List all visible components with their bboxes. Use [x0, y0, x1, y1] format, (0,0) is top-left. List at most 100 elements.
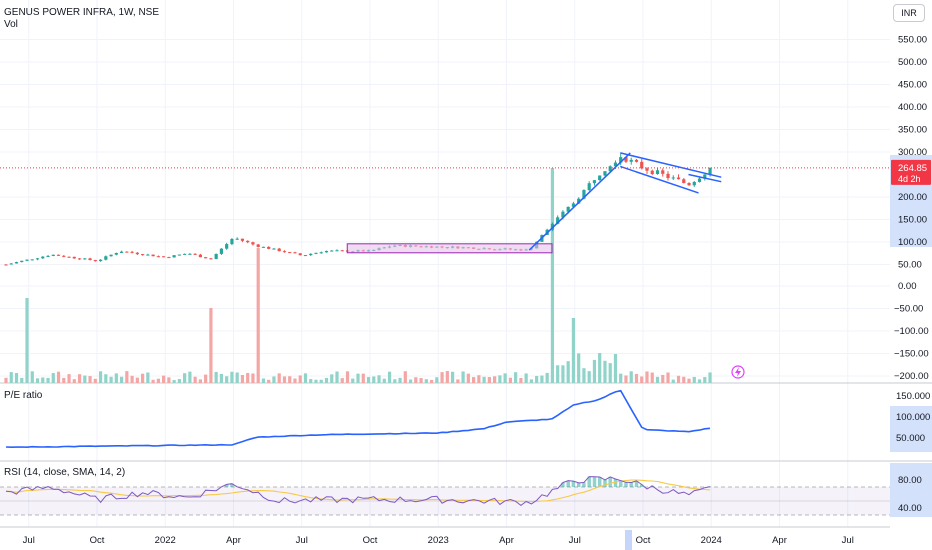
candle-body	[608, 166, 612, 172]
candle-body	[114, 252, 118, 255]
volume-axis-label: −100.00	[894, 326, 929, 337]
volume-bar	[645, 371, 649, 383]
volume-bar	[25, 298, 29, 383]
trendline[interactable]	[620, 152, 722, 178]
volume-bar	[571, 318, 576, 383]
volume-bar	[77, 374, 82, 383]
volume-bar	[624, 375, 628, 383]
time-axis-label: 2024	[701, 535, 722, 546]
price-axis-label: 350.00	[898, 125, 927, 136]
volume-bar	[319, 379, 323, 383]
trendline[interactable]	[688, 173, 722, 183]
price-axis-label: 200.00	[898, 192, 927, 203]
candle-body	[335, 250, 339, 252]
candle-body	[314, 252, 318, 254]
candle-body	[130, 251, 134, 253]
candle-body	[288, 252, 292, 254]
volume-bar	[345, 371, 350, 383]
volume-bar	[261, 378, 266, 383]
time-axis-label: Oct	[363, 535, 378, 546]
grid-lines	[0, 0, 890, 527]
candle-body	[4, 264, 8, 266]
candle-body	[162, 256, 166, 258]
candle-body	[98, 259, 103, 262]
volume-bar	[577, 353, 581, 383]
volume-bar	[472, 377, 476, 383]
volume-bar	[14, 372, 19, 383]
consolidation-range-box	[346, 243, 553, 254]
currency-button[interactable]: INR	[893, 4, 925, 22]
candle-body	[67, 256, 71, 258]
volume-bar	[114, 373, 118, 383]
candle-body	[634, 159, 639, 162]
candle-body	[72, 256, 76, 259]
rsi-legend: RSI (14, close, SMA, 14, 2)	[4, 467, 125, 478]
rsi-band-fill	[0, 487, 890, 515]
trendline[interactable]	[528, 152, 631, 251]
volume-bar	[650, 372, 654, 383]
volume-bar	[251, 373, 255, 383]
candle-body	[156, 256, 160, 258]
candle-body	[77, 258, 82, 260]
price-axis-label: 450.00	[898, 80, 927, 91]
volume-bar	[41, 377, 45, 383]
price-axis-label: 400.00	[898, 102, 927, 113]
time-axis-label: Oct	[90, 535, 105, 546]
candle-body	[682, 179, 686, 183]
candle-body	[93, 260, 97, 262]
trendline[interactable]	[620, 165, 699, 194]
volume-bar	[566, 361, 570, 383]
candle-body	[661, 170, 665, 174]
candle-body	[172, 255, 176, 258]
rsi-pane	[0, 476, 890, 516]
candle-body	[214, 253, 218, 260]
volume-bar	[267, 379, 271, 383]
range-box	[346, 243, 553, 254]
candle-body	[151, 254, 155, 257]
volume-bar	[682, 376, 686, 383]
volume-bar	[634, 373, 639, 383]
candle-body	[88, 258, 92, 261]
volume-bar	[629, 371, 633, 383]
volume-bar	[661, 374, 665, 383]
candle-body	[25, 259, 29, 261]
volume-bar	[83, 375, 87, 383]
volume-bar	[708, 372, 712, 383]
rsi-sma-line	[5, 479, 711, 503]
pe-axis-label: 100.000	[896, 412, 930, 423]
candle-body	[251, 242, 255, 245]
volume-bar	[356, 373, 360, 383]
volume-bar	[204, 374, 208, 383]
volume-bar	[398, 377, 402, 383]
candle-body	[619, 157, 623, 163]
candle-body	[219, 248, 224, 254]
volume-bar	[198, 379, 202, 383]
volume-bar	[277, 373, 281, 383]
volume-bar	[592, 359, 597, 383]
time-axis-label: Oct	[636, 535, 651, 546]
volume-bar	[477, 375, 481, 383]
volume-bar	[666, 372, 670, 383]
volume-bar	[524, 373, 528, 383]
volume-bar	[429, 379, 434, 383]
candle-body	[41, 256, 45, 259]
candle-body	[340, 250, 344, 252]
volume-bar	[183, 373, 187, 383]
volume-bar	[30, 371, 34, 383]
volume-bar	[529, 379, 534, 383]
volume-bar	[9, 372, 13, 383]
price-axis-label: 100.00	[898, 237, 927, 248]
pe-ratio-path	[5, 389, 711, 449]
trendlines	[528, 152, 722, 251]
candle-body	[666, 173, 670, 179]
candle-body	[282, 251, 287, 253]
earnings-flash-icon[interactable]	[731, 365, 745, 379]
candle-body	[62, 255, 66, 257]
volume-bar	[324, 377, 329, 383]
volume-legend: Vol	[4, 19, 18, 30]
time-axis-highlight	[625, 530, 632, 550]
volume-bar	[298, 375, 302, 383]
candle-body	[188, 253, 192, 255]
volume-bar	[535, 375, 539, 383]
price-axis-label: 300.00	[898, 147, 927, 158]
